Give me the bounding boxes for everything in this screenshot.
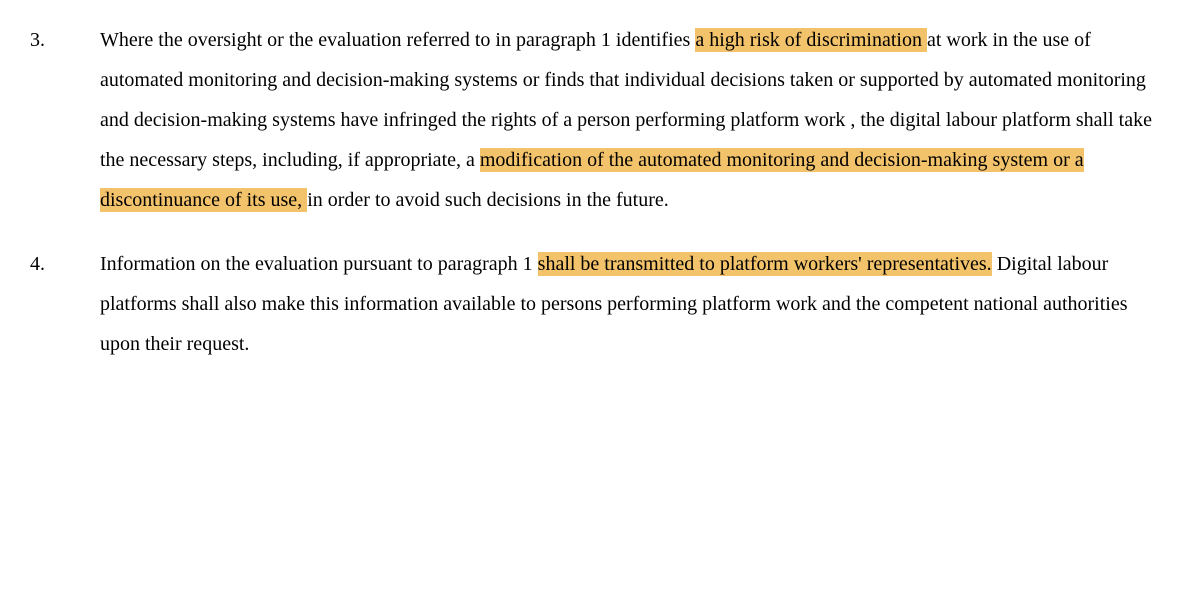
item-content: Where the oversight or the evaluation re…: [100, 20, 1170, 220]
list-item: 4.Information on the evaluation pursuant…: [30, 244, 1170, 364]
document-body: 3.Where the oversight or the evaluation …: [30, 20, 1170, 364]
item-number: 3.: [30, 20, 100, 220]
item-content: Information on the evaluation pursuant t…: [100, 244, 1170, 364]
body-text: Where the oversight or the evaluation re…: [100, 29, 695, 51]
list-item: 3.Where the oversight or the evaluation …: [30, 20, 1170, 220]
body-text: in order to avoid such decisions in the …: [307, 189, 669, 211]
item-number: 4.: [30, 244, 100, 364]
body-text: Information on the evaluation pursuant t…: [100, 253, 538, 275]
highlighted-text: a high risk of discrimination: [695, 28, 927, 52]
highlighted-text: shall be transmitted to platform workers…: [538, 252, 992, 276]
